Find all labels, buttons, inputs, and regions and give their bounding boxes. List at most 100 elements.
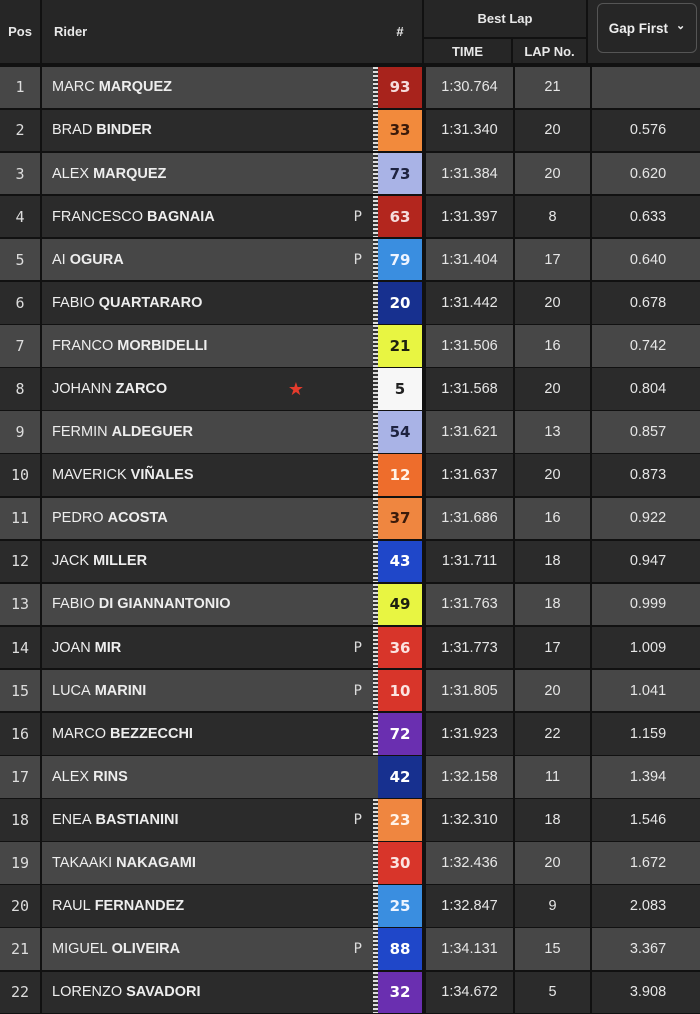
header-time[interactable]: TIME [424,39,511,63]
rider-last-name: DI GIANNANTONIO [98,596,231,613]
gap-first-label: Gap First [608,20,669,36]
rider-number-badge: 72 [378,713,422,755]
rider-number-badge: 54 [378,411,422,453]
rider-name[interactable]: JOHANN ZARCO ★ [42,368,378,410]
gap-first: 1.394 [592,756,700,798]
p-marker: P [353,208,362,225]
rider-name[interactable]: ALEX MARQUEZ [42,152,378,195]
position: 12 [0,540,40,583]
table-row[interactable]: 16 MARCO BEZZECCHI 72 1:31.923 22 1.159 [0,713,700,755]
rider-last-name: SAVADORI [126,984,201,1001]
rider-name[interactable]: FRANCO MORBIDELLI [42,325,378,367]
table-row[interactable]: 11 PEDRO ACOSTA 37 1:31.686 16 0.922 [0,497,700,540]
rider-last-name: ZARCO [115,381,168,397]
gap-first: 0.999 [592,583,700,626]
table-row[interactable]: 19 TAKAAKI NAKAGAMI 30 1:32.436 20 1.672 [0,842,700,884]
best-lap-time: 1:31.923 [426,713,513,755]
table-row[interactable]: 2 BRAD BINDER 33 1:31.340 20 0.576 [0,109,700,152]
header-pos[interactable]: Pos [0,0,40,63]
gap-first: 1.546 [592,799,700,841]
best-lap-time: 1:31.805 [426,669,513,712]
best-lap-time: 1:32.847 [426,885,513,927]
rider-first-name: FERMIN [52,424,108,441]
rider-first-name: JOHANN [52,381,112,397]
rider-name[interactable]: RAUL FERNANDEZ [42,885,378,927]
table-row[interactable]: 20 RAUL FERNANDEZ 25 1:32.847 9 2.083 [0,885,700,927]
best-lap-time: 1:31.404 [426,238,513,281]
rider-number-badge: 32 [378,971,422,1014]
rider-name[interactable]: MAVERICK VIÑALES [42,454,378,496]
table-row[interactable]: 1 MARC MARQUEZ 93 1:30.764 21 [0,66,700,109]
rider-name[interactable]: ENEA BASTIANINI P [42,799,378,841]
rider-name[interactable]: BRAD BINDER [42,109,378,152]
best-lap-time: 1:31.506 [426,325,513,367]
position: 15 [0,669,40,712]
rider-name[interactable]: LORENZO SAVADORI [42,971,378,1014]
gap-first: 0.633 [592,195,700,238]
position: 16 [0,713,40,755]
best-lap-number: 20 [515,669,590,712]
table-row[interactable]: 8 JOHANN ZARCO ★ 5 1:31.568 20 0.804 [0,368,700,410]
rider-last-name: BASTIANINI [95,811,179,828]
rider-first-name: FABIO [52,596,95,613]
gap-first: 0.640 [592,238,700,281]
table-row[interactable]: 18 ENEA BASTIANINI P 23 1:32.310 18 1.546 [0,799,700,841]
rider-name[interactable]: MARC MARQUEZ [42,66,378,109]
rider-first-name: LUCA [52,682,91,699]
table-row[interactable]: 17 ALEX RINS 42 1:32.158 11 1.394 [0,756,700,798]
checkered-flag-icon [373,583,378,626]
checkered-flag-icon [373,928,378,970]
gap-first: 3.367 [592,928,700,970]
rider-number-badge: 30 [378,842,422,884]
best-lap-number: 13 [515,411,590,453]
rider-name[interactable]: ALEX RINS [42,756,378,798]
rider-number-badge: 42 [378,756,422,798]
table-row[interactable]: 13 FABIO DI GIANNANTONIO 49 1:31.763 18 0.999 [0,583,700,626]
rider-last-name: ACOSTA [107,510,168,527]
rider-name[interactable]: FRANCESCO BAGNAIA P [42,195,378,238]
rider-name[interactable]: AI OGURA P [42,238,378,281]
best-lap-time: 1:34.672 [426,971,513,1014]
rider-name[interactable]: JACK MILLER [42,540,378,583]
position: 1 [0,66,40,109]
header-lap-no[interactable]: LAP No. [513,39,586,63]
header-number[interactable]: # [378,0,422,63]
table-row[interactable]: 9 FERMIN ALDEGUER 54 1:31.621 13 0.857 [0,411,700,453]
rider-name[interactable]: LUCA MARINI P [42,669,378,712]
table-row[interactable]: 10 MAVERICK VIÑALES 12 1:31.637 20 0.873 [0,454,700,496]
table-row[interactable]: 6 FABIO QUARTARARO 20 1:31.442 20 0.678 [0,282,700,324]
table-row[interactable]: 5 AI OGURA P 79 1:31.404 17 0.640 [0,238,700,281]
rider-name[interactable]: FABIO QUARTARARO [42,282,378,324]
rider-name[interactable]: TAKAAKI NAKAGAMI [42,842,378,884]
table-row[interactable]: 3 ALEX MARQUEZ 73 1:31.384 20 0.620 [0,152,700,195]
table-row[interactable]: 22 LORENZO SAVADORI 32 1:34.672 5 3.908 [0,971,700,1014]
rider-number-badge: 10 [378,669,422,712]
table-row[interactable]: 15 LUCA MARINI P 10 1:31.805 20 1.041 [0,669,700,712]
checkered-flag-icon [373,497,378,540]
rider-first-name: ENEA [52,811,92,828]
position: 22 [0,971,40,1014]
table-row[interactable]: 21 MIGUEL OLIVEIRA P 88 1:34.131 15 3.367 [0,928,700,970]
rider-number-badge: 49 [378,583,422,626]
best-lap-time: 1:31.637 [426,454,513,496]
position: 5 [0,238,40,281]
table-row[interactable]: 14 JOAN MIR P 36 1:31.773 17 1.009 [0,626,700,669]
rider-name[interactable]: MIGUEL OLIVEIRA P [42,928,378,970]
rider-name[interactable]: PEDRO ACOSTA [42,497,378,540]
rider-number-badge: 63 [378,195,422,238]
rider-name[interactable]: JOAN MIR P [42,626,378,669]
rider-name[interactable]: FERMIN ALDEGUER [42,411,378,453]
gap-first: 0.922 [592,497,700,540]
table-row[interactable]: 7 FRANCO MORBIDELLI 21 1:31.506 16 0.742 [0,325,700,367]
rider-name[interactable]: FABIO DI GIANNANTONIO [42,583,378,626]
gap-first: 1.159 [592,713,700,755]
table-row[interactable]: 12 JACK MILLER 43 1:31.711 18 0.947 [0,540,700,583]
rider-number-badge: 20 [378,282,422,324]
table-row[interactable]: 4 FRANCESCO BAGNAIA P 63 1:31.397 8 0.633 [0,195,700,238]
rider-last-name: MARINI [94,682,147,699]
gap-first-dropdown[interactable]: Gap First ⌄ [597,3,697,53]
best-lap-number: 20 [515,152,590,195]
header-rider[interactable]: Rider [42,0,378,63]
gap-first: 3.908 [592,971,700,1014]
rider-name[interactable]: MARCO BEZZECCHI [42,713,378,755]
